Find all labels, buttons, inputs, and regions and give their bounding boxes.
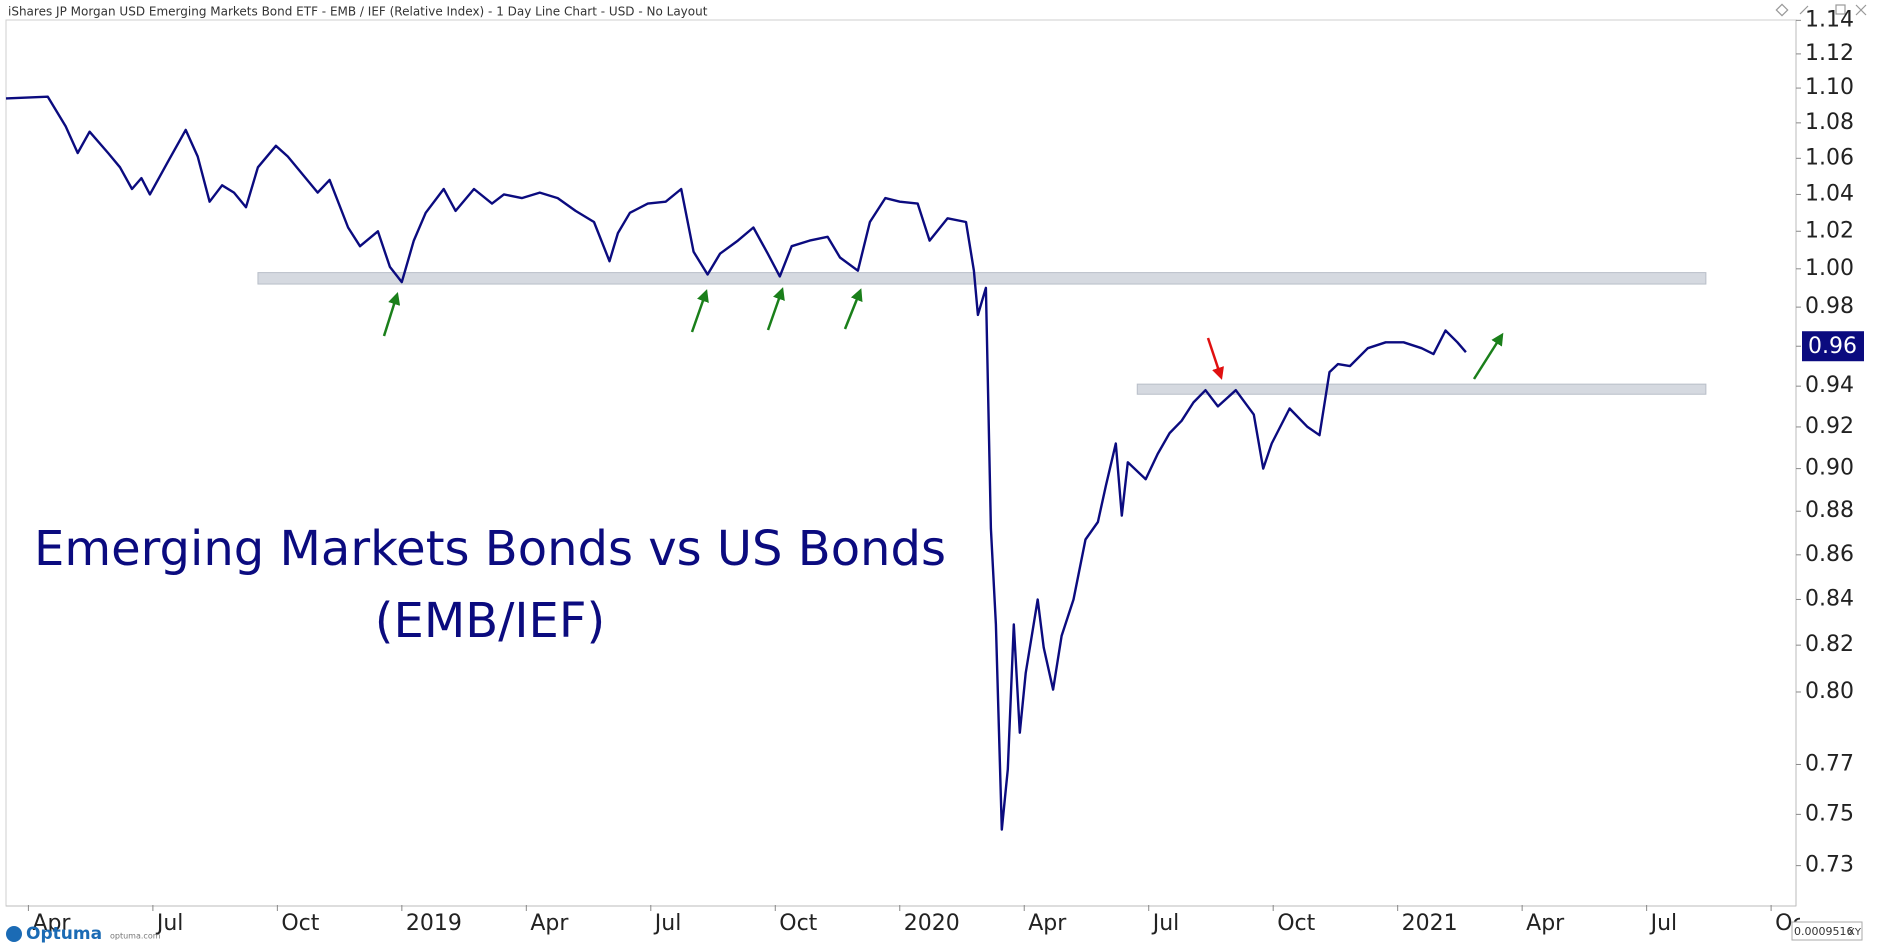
brand: Optuma <box>26 924 102 944</box>
x-tick-label: Oct <box>1277 911 1315 936</box>
arrow <box>382 292 401 337</box>
y-tick-label: 0.84 <box>1805 586 1854 611</box>
y-tick-label: 0.80 <box>1805 679 1854 704</box>
arrow <box>1206 337 1224 380</box>
y-tick-label: 0.82 <box>1805 632 1854 657</box>
y-tick-label: 0.98 <box>1805 294 1854 319</box>
footer: Optuma optuma.com 0.0009516 XY <box>6 921 1863 944</box>
y-tick-label: 1.04 <box>1805 181 1854 206</box>
x-tick-label: Jul <box>155 911 184 936</box>
y-tick-label: 0.77 <box>1805 751 1854 776</box>
plot-frame <box>5 19 1797 907</box>
x-tick-label: Apr <box>1526 911 1565 936</box>
x-tick-label: 2020 <box>904 911 960 936</box>
x-tick-label: Jul <box>1151 911 1180 936</box>
arrow <box>1472 332 1504 380</box>
y-tick-label: 0.88 <box>1805 498 1854 523</box>
y-tick-label: 1.10 <box>1805 75 1854 100</box>
x-tick-label: Jul <box>653 911 682 936</box>
annotation: Emerging Markets Bonds vs US Bonds <box>34 521 946 577</box>
logo-icon <box>6 926 22 942</box>
x-tick-label: Oct <box>281 911 319 936</box>
arrows <box>382 287 1504 380</box>
y-tick-label: 0.86 <box>1805 542 1854 567</box>
y-tick-label: 0.92 <box>1805 414 1854 439</box>
header-title: iShares JP Morgan USD Emerging Markets B… <box>8 5 708 19</box>
cursor-value: 0.0009516 <box>1794 925 1854 938</box>
x-tick-label: 2021 <box>1402 911 1458 936</box>
x-tick-label: Apr <box>32 911 71 936</box>
y-tick-label: 1.12 <box>1805 41 1854 66</box>
site: optuma.com <box>110 932 161 941</box>
y-tick-label: 1.08 <box>1805 110 1854 135</box>
y-tick-label: 0.90 <box>1805 456 1854 481</box>
y-tick-label: 1.14 <box>1805 7 1854 32</box>
arrow <box>766 287 785 331</box>
support-band <box>1136 383 1707 395</box>
y-tick-label: 0.94 <box>1805 373 1854 398</box>
x-tick-label: 2019 <box>406 911 462 936</box>
window-icons <box>1775 3 1867 17</box>
x-tick-label: Oct <box>779 911 817 936</box>
arrow <box>690 289 709 333</box>
x-tick-label: Apr <box>1028 911 1067 936</box>
bands <box>257 272 1707 395</box>
x-axis: Apr Jul Oct 2019 Apr Jul Oct 2020 Apr Jul Oct 2021 A… <box>27 905 1800 936</box>
support-band <box>257 272 1707 285</box>
annotation: (EMB/IEF) <box>375 593 605 649</box>
y-tick-label: 0.75 <box>1805 801 1854 826</box>
badge-bg <box>1802 331 1864 362</box>
badge-label: 0.96 <box>1808 334 1857 359</box>
x-tick-label: Apr <box>530 911 569 936</box>
y-tick-label: 1.02 <box>1805 218 1854 243</box>
mode: XY <box>1848 927 1862 938</box>
series <box>5 95 1467 831</box>
y-tick-label: 0.73 <box>1805 853 1854 878</box>
y-tick-label: 1.00 <box>1805 256 1854 281</box>
x-tick-label: Jul <box>1649 911 1678 936</box>
y-tick-label: 1.06 <box>1805 145 1854 170</box>
last-value-badge: 0.96 <box>1802 331 1864 362</box>
price-line <box>5 95 1467 831</box>
arrow <box>843 288 863 330</box>
y-axis: 0.73 0.75 0.77 0.80 0.82 0.84 0.86 0.88 0.90 0.92… <box>1796 7 1854 878</box>
cursor-box <box>1791 921 1863 941</box>
